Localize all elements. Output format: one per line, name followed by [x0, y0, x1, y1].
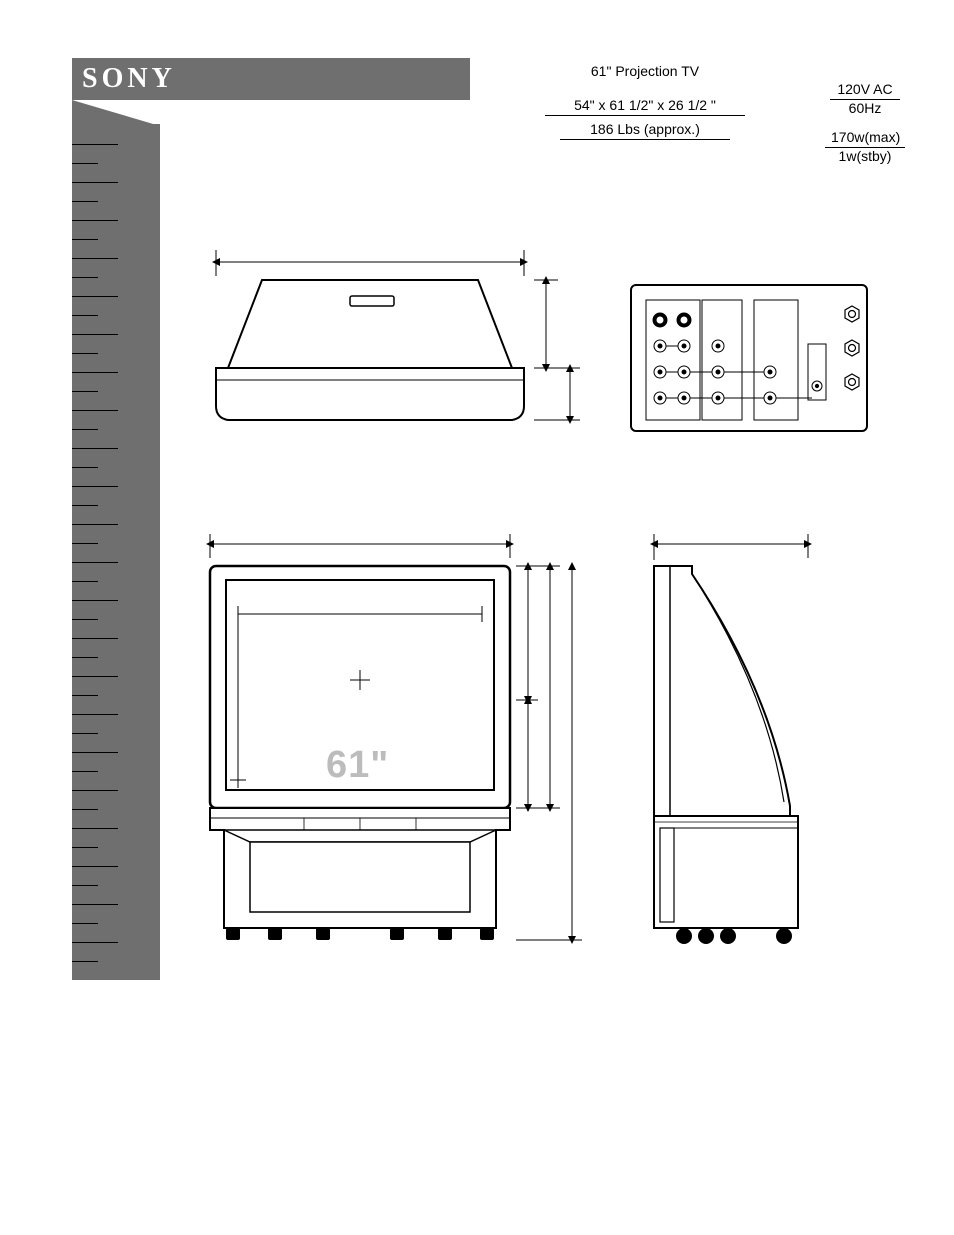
rear-panel-diagram [630, 284, 868, 432]
ruler-tick [72, 619, 98, 620]
ruler-tick [72, 277, 98, 278]
ruler-tick [72, 467, 98, 468]
ruler-tick [72, 923, 98, 924]
ruler-tick [72, 657, 98, 658]
ruler-tick [72, 638, 118, 639]
ruler-tick [72, 505, 98, 506]
front-view-diagram [190, 530, 590, 980]
ruler-tick [72, 866, 118, 867]
product-type-text: 61" Projection TV [585, 62, 705, 81]
ruler-tick [72, 391, 98, 392]
top-view-diagram [190, 240, 590, 460]
ruler-tick [72, 353, 98, 354]
ruler-tick [72, 904, 118, 905]
screen-size-label: 61" [326, 744, 389, 787]
voltage-text: 120V AC [830, 80, 900, 100]
spec-dimensions-row: 54" x 61 1/2" x 26 1/2 " [540, 96, 750, 116]
ruler-tick [72, 581, 98, 582]
spec-frequency-row: 60Hz [820, 100, 910, 116]
ruler-tick [72, 182, 118, 183]
spec-sheet-page: SONY 61" Projection TV 54" x 61 1/2" x 2… [0, 0, 954, 1235]
ruler-tick [72, 201, 98, 202]
brand-logo-bar: SONY [72, 58, 470, 100]
ruler-tick [72, 258, 118, 259]
ruler-tick [72, 296, 118, 297]
ruler-tick [72, 847, 98, 848]
frequency-text: 60Hz [843, 99, 888, 117]
ruler-tick [72, 315, 98, 316]
ruler-tick [72, 562, 118, 563]
spec-power-stby-row: 1w(stby) [820, 148, 910, 164]
dimensions-text: 54" x 61 1/2" x 26 1/2 " [545, 96, 745, 116]
side-view-diagram [630, 530, 870, 980]
power-max-text: 170w(max) [825, 128, 905, 148]
spec-product-type: 61" Projection TV [540, 62, 750, 81]
ruler-tick [72, 543, 98, 544]
brand-logo-text: SONY [82, 63, 176, 95]
ruler-tick [72, 828, 118, 829]
ruler-tick [72, 752, 118, 753]
ruler-tick [72, 163, 98, 164]
ruler-tick [72, 486, 118, 487]
ruler-tick [72, 334, 118, 335]
spec-voltage-row: 120V AC [820, 80, 910, 100]
vertical-ruler [72, 124, 160, 980]
spec-weight-row: 186 Lbs (approx.) [540, 120, 750, 140]
power-stby-text: 1w(stby) [833, 147, 898, 165]
ruler-tick [72, 695, 98, 696]
ruler-tick [72, 372, 118, 373]
weight-text: 186 Lbs (approx.) [560, 120, 730, 140]
ruler-tick [72, 220, 118, 221]
spec-power-max-row: 170w(max) [820, 128, 910, 148]
ruler-tick [72, 733, 98, 734]
ruler-tick [72, 961, 98, 962]
ruler-tick [72, 239, 98, 240]
ruler-tick [72, 790, 118, 791]
ruler-tick [72, 942, 118, 943]
ruler-tick [72, 771, 98, 772]
ruler-tick [72, 429, 98, 430]
rear-panel-svg [632, 286, 870, 434]
ruler-tick [72, 448, 118, 449]
ruler-tick [72, 714, 118, 715]
ruler-tick [72, 144, 118, 145]
ruler-tick [72, 885, 98, 886]
ruler-top-wedge [72, 100, 160, 126]
ruler-tick [72, 600, 118, 601]
ruler-tick [72, 809, 98, 810]
ruler-tick [72, 410, 118, 411]
ruler-tick [72, 524, 118, 525]
ruler-tick [72, 676, 118, 677]
